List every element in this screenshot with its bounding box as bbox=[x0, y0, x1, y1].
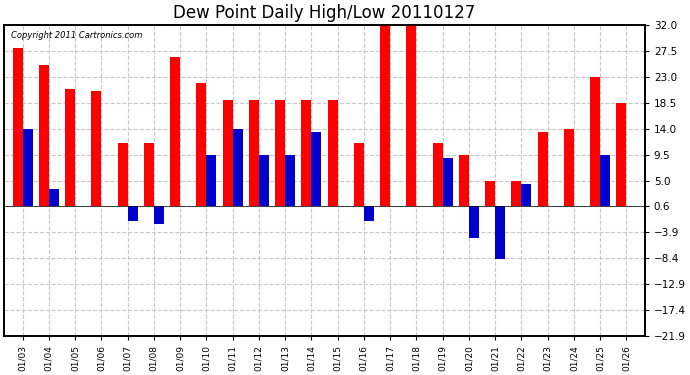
Bar bbox=[590, 77, 600, 206]
Bar bbox=[154, 206, 164, 224]
Bar bbox=[117, 143, 128, 206]
Bar bbox=[311, 132, 322, 206]
Bar bbox=[91, 92, 101, 206]
Bar bbox=[495, 206, 505, 259]
Bar bbox=[433, 143, 443, 206]
Bar bbox=[249, 100, 259, 206]
Bar bbox=[459, 155, 469, 206]
Bar bbox=[406, 25, 416, 206]
Bar bbox=[223, 100, 233, 206]
Bar bbox=[49, 189, 59, 206]
Bar bbox=[364, 206, 374, 221]
Title: Dew Point Daily High/Low 20110127: Dew Point Daily High/Low 20110127 bbox=[173, 4, 475, 22]
Bar bbox=[354, 143, 364, 206]
Bar bbox=[197, 83, 206, 206]
Bar bbox=[485, 181, 495, 206]
Bar bbox=[128, 206, 137, 221]
Bar bbox=[65, 88, 75, 206]
Bar bbox=[469, 206, 479, 238]
Bar bbox=[285, 155, 295, 206]
Bar bbox=[12, 48, 23, 206]
Bar bbox=[39, 66, 49, 206]
Bar bbox=[259, 155, 269, 206]
Text: Copyright 2011 Cartronics.com: Copyright 2011 Cartronics.com bbox=[10, 32, 142, 40]
Bar bbox=[206, 155, 216, 206]
Bar bbox=[443, 158, 453, 206]
Bar bbox=[275, 100, 285, 206]
Bar bbox=[144, 143, 154, 206]
Bar bbox=[170, 57, 180, 206]
Bar bbox=[302, 100, 311, 206]
Bar bbox=[522, 184, 531, 206]
Bar bbox=[233, 129, 243, 206]
Bar bbox=[600, 155, 610, 206]
Bar bbox=[538, 132, 548, 206]
Bar bbox=[23, 129, 32, 206]
Bar bbox=[564, 129, 574, 206]
Bar bbox=[328, 100, 337, 206]
Bar bbox=[616, 103, 627, 206]
Bar bbox=[511, 181, 522, 206]
Bar bbox=[380, 25, 390, 206]
